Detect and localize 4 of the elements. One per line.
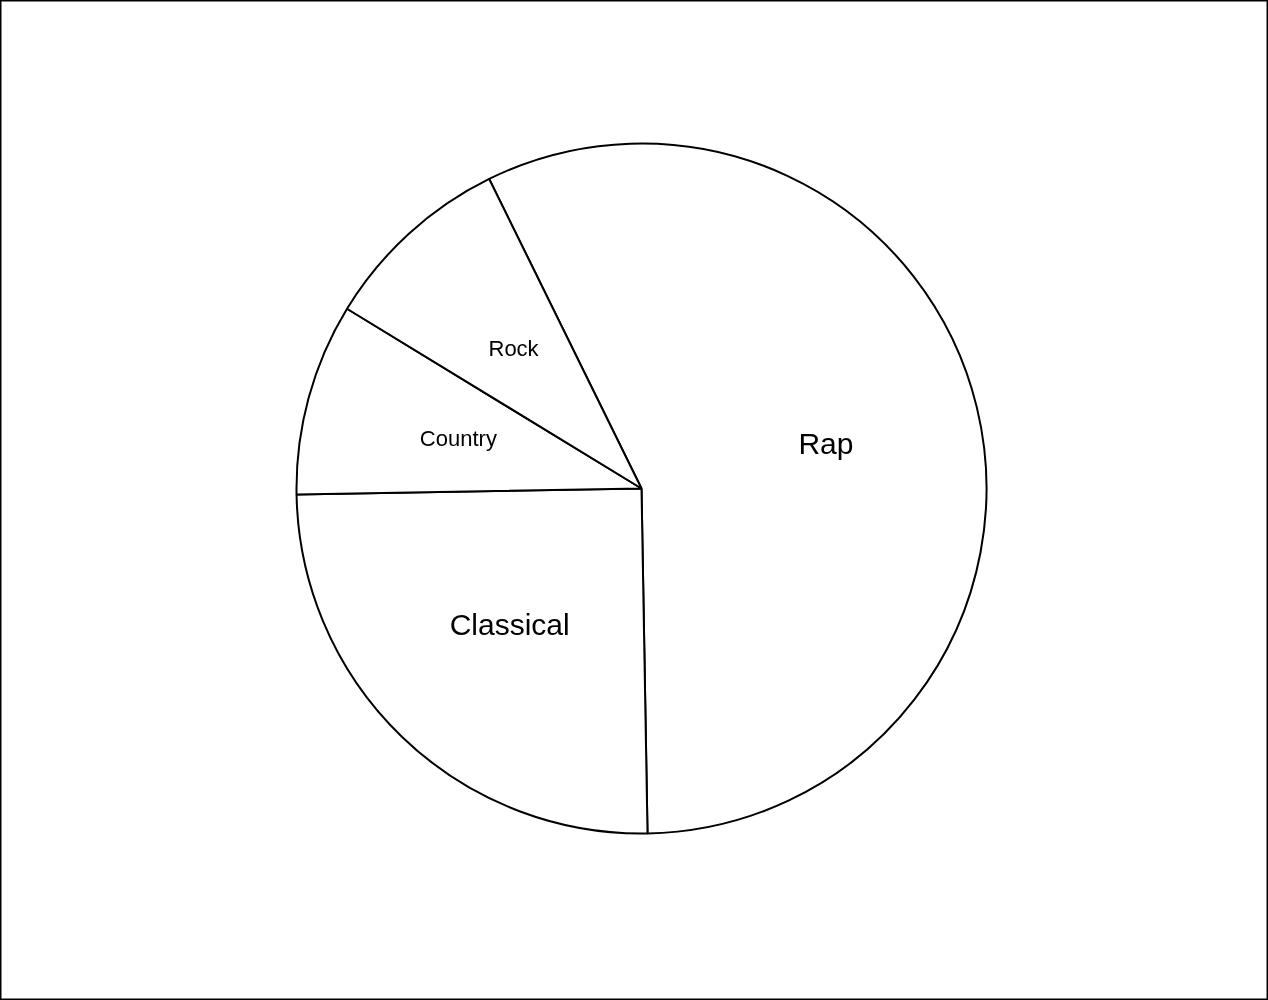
slice-label: Country bbox=[419, 426, 497, 452]
slice-label: Rap bbox=[798, 427, 854, 461]
slice-label: Classical bbox=[449, 608, 570, 642]
slice-label: Rock bbox=[488, 335, 540, 361]
